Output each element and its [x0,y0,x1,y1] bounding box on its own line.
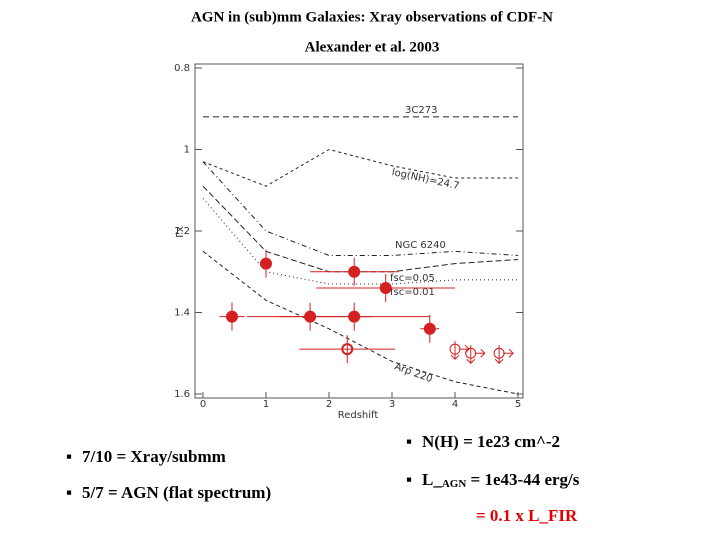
bullet-marker: ▪ [406,432,412,451]
limit-arrow [466,345,486,364]
bullet: 7/10 = Xray/submm [82,447,226,466]
limit-arrow [450,341,470,360]
y-tick-label: 1 [184,145,190,156]
data-point [260,257,272,270]
bullet: L_AGN = 1e43-44 erg/s [422,470,580,490]
data-point [348,310,361,323]
curve-label: Arp 220 [393,361,434,385]
model-curve [202,185,519,273]
curve-label: 3C273 [405,105,437,116]
x-tick-label: 5 [515,399,521,410]
curve-label: NGC 6240 [395,240,446,251]
x-tick-label: 1 [263,399,269,410]
lagn-prefix: L_ [422,470,442,489]
x-axis-label: Redshift [338,410,379,421]
bullet-marker: ▪ [66,447,72,466]
model-curve [202,161,519,256]
x-tick-label: 2 [326,399,332,410]
ratio-line: = 0.1 x L_FIR [476,506,578,525]
curve-label: log(NH)=24.7 [391,167,460,192]
slide-subtitle: Alexander et al. 2003 [305,39,440,55]
data-point [341,343,354,356]
x-tick-label: 4 [452,399,458,410]
limit-arrow [494,345,514,364]
model-curve [202,198,518,285]
lagn-sub: AGN [442,478,467,490]
lagn-rest: = 1e43-44 erg/s [466,470,579,489]
x-tick-label: 3 [389,399,395,410]
data-point [379,282,392,295]
y-tick-label: 0.8 [174,63,190,74]
x-tick-label: 0 [200,399,206,410]
bullet: 5/7 = AGN (flat spectrum) [82,483,271,502]
slide-title: AGN in (sub)mm Galaxies: Xray observatio… [191,9,553,25]
plot-frame [194,63,524,399]
bullet: N(H) = 1e23 cm^-2 [422,432,560,451]
bullet-marker: ▪ [66,483,72,502]
data-point [348,265,361,278]
model-curve [202,250,519,395]
data-point [225,310,238,323]
curve-label: fsc=0.01 [390,287,435,298]
curve-label: fsc=0.05 [390,273,435,284]
y-tick-label: 1.2 [174,226,190,237]
data-point [423,322,436,335]
y-axis-label: Γx [175,226,186,238]
y-tick-label: 1.6 [174,389,190,400]
model-curve [202,148,518,187]
bullet-marker: ▪ [406,470,412,489]
y-tick-label: 1.4 [174,308,190,319]
